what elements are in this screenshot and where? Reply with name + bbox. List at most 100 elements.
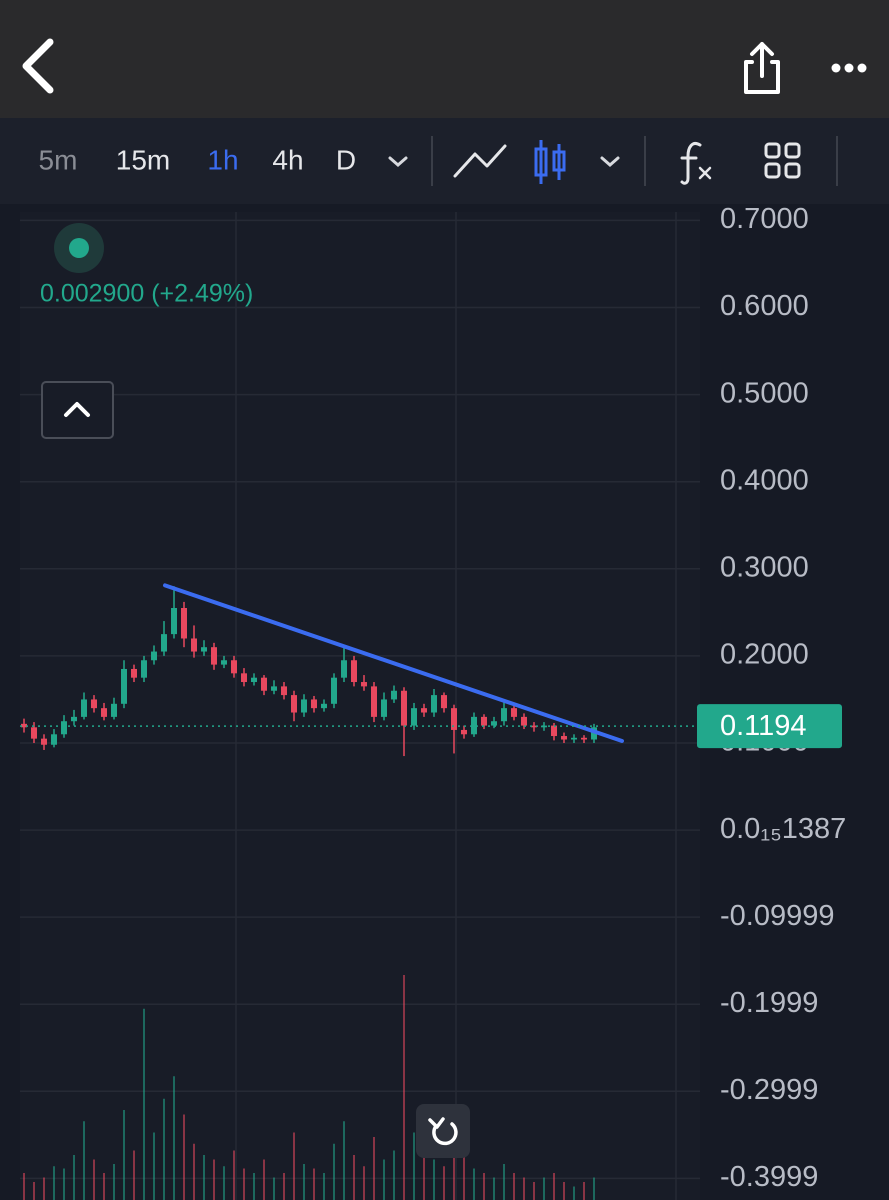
interval-tab[interactable]: 15m	[116, 144, 170, 175]
volume-bar	[383, 1159, 385, 1200]
line-style-button[interactable]	[453, 144, 507, 178]
legend-dot	[69, 238, 89, 258]
volume-bar	[573, 1186, 575, 1200]
more-button[interactable]	[831, 63, 867, 73]
volume-bar	[93, 1159, 95, 1200]
candle-body	[431, 695, 437, 713]
y-tick-label: -0.3999	[720, 1161, 818, 1193]
volume-bar	[423, 1155, 425, 1200]
candle-body	[81, 699, 87, 717]
volume-bar	[23, 1173, 25, 1200]
candle-body	[231, 660, 237, 674]
volume-bar	[223, 1166, 225, 1200]
chart-type-dropdown[interactable]	[600, 156, 620, 167]
toolbar	[0, 118, 889, 204]
interval-tab[interactable]: D	[336, 144, 356, 175]
volume-bar	[333, 1143, 335, 1200]
reset-button[interactable]	[416, 1104, 470, 1158]
candle-body	[501, 708, 507, 722]
candle-body	[131, 668, 137, 678]
volume-bar	[373, 1137, 375, 1200]
volume-bar	[593, 1177, 595, 1200]
y-tick-label: 0.0₁₅1387	[720, 813, 846, 845]
volume-bar	[563, 1182, 565, 1200]
candle-body	[521, 716, 527, 726]
candle-body	[471, 716, 477, 735]
volume-bar	[403, 975, 405, 1200]
candle-body	[531, 725, 537, 728]
candle-body	[261, 677, 267, 691]
volume-bar	[143, 1008, 145, 1200]
volume-bar	[43, 1177, 45, 1200]
candle-style-button[interactable]	[534, 140, 566, 184]
candle-body	[411, 708, 417, 726]
volume-bar	[343, 1121, 345, 1200]
plot-area	[20, 212, 700, 1200]
volume-bar	[83, 1121, 85, 1200]
interval-tab[interactable]: 4h	[272, 144, 303, 175]
y-tick-label: 0.3000	[720, 551, 809, 583]
candle-body	[331, 677, 337, 704]
interval-dropdown[interactable]	[388, 156, 408, 167]
volume-bar	[253, 1173, 255, 1200]
volume-bar	[203, 1155, 205, 1200]
indicator-button[interactable]	[680, 141, 712, 185]
candle-body	[491, 721, 497, 726]
volume-bar	[533, 1182, 535, 1200]
candle-body	[421, 708, 427, 713]
volume-bar	[353, 1155, 355, 1200]
back-button[interactable]	[22, 38, 54, 94]
candle-body	[211, 647, 217, 665]
candle-body	[221, 660, 227, 665]
y-tick-label: -0.1999	[720, 987, 818, 1019]
volume-bar	[103, 1173, 105, 1200]
volume-bar	[213, 1159, 215, 1200]
volume-bar	[173, 1076, 175, 1200]
candle-body	[191, 638, 197, 652]
candle-body	[61, 721, 67, 735]
volume-bar	[133, 1150, 135, 1200]
volume-bar	[443, 1166, 445, 1200]
volume-bar	[153, 1132, 155, 1200]
interval-tab[interactable]: 5m	[39, 144, 78, 175]
volume-bar	[233, 1150, 235, 1200]
candle-body	[561, 736, 567, 740]
candle-body	[441, 695, 447, 709]
candle-body	[141, 660, 147, 678]
candle-body	[371, 686, 377, 717]
candle-body	[111, 703, 117, 717]
legend-change: 0.002900 (+2.49%)	[40, 280, 253, 308]
candle-body	[201, 647, 207, 652]
candle-body	[31, 727, 37, 739]
volume-bar	[413, 1132, 415, 1200]
volume-bar	[583, 1182, 585, 1200]
collapse-button[interactable]	[41, 381, 114, 439]
volume-bar	[503, 1164, 505, 1200]
volume-bar	[393, 1150, 395, 1200]
share-button[interactable]	[744, 42, 780, 94]
top-bar	[0, 0, 889, 118]
volume-bar	[273, 1177, 275, 1200]
candle-body	[571, 737, 577, 740]
volume-bar	[243, 1168, 245, 1200]
candle-body	[181, 607, 187, 639]
candle-body	[161, 634, 167, 652]
volume-bar	[293, 1132, 295, 1200]
candle-body	[151, 651, 157, 661]
candle-body	[21, 723, 27, 728]
volume-bar	[53, 1166, 55, 1200]
candle-body	[511, 708, 517, 717]
candle-body	[41, 738, 47, 745]
candle-body	[51, 734, 57, 745]
y-tick-label: 0.6000	[720, 290, 809, 322]
volume-bar	[513, 1173, 515, 1200]
volume-bar	[543, 1177, 545, 1200]
interval-tab[interactable]: 1h	[207, 144, 238, 175]
candle-body	[291, 695, 297, 713]
candle-body	[381, 699, 387, 717]
layout-button[interactable]	[764, 142, 801, 179]
candle-body	[361, 682, 367, 687]
volume-bar	[473, 1168, 475, 1200]
candle-body	[311, 699, 317, 709]
